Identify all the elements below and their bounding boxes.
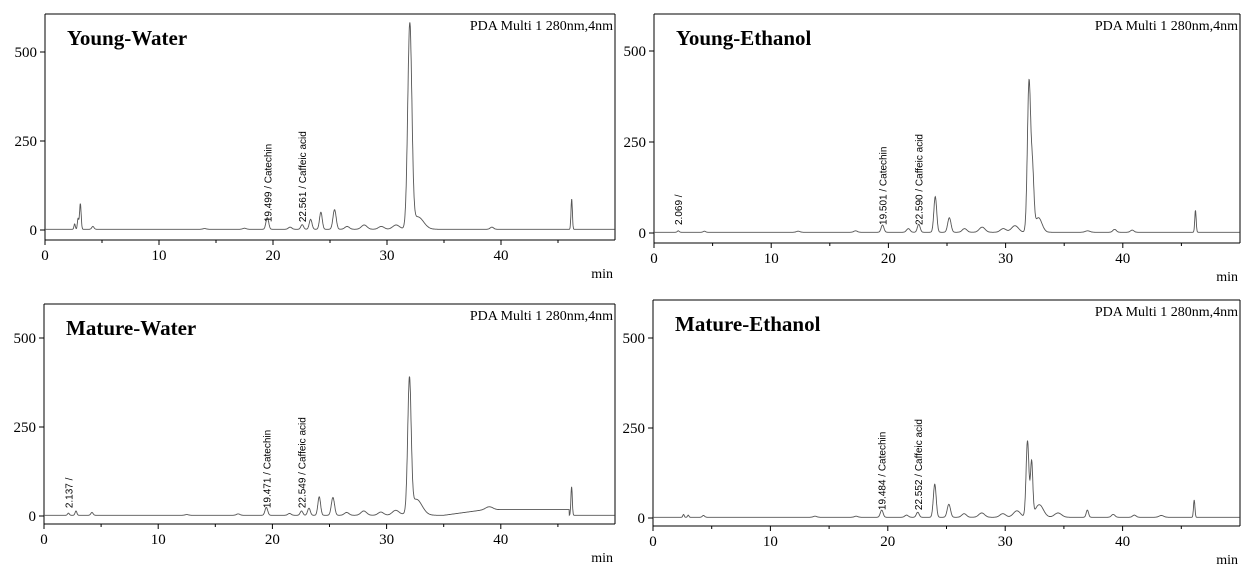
- panel-title: Mature-Ethanol: [675, 312, 821, 336]
- x-tick-label: 30: [998, 251, 1013, 267]
- x-tick-label: 30: [380, 248, 395, 264]
- peak-label: 19.499 / Catechin: [263, 144, 274, 222]
- detector-label: PDA Multi 1 280nm,4nm: [470, 309, 613, 324]
- x-tick-label: 10: [764, 251, 779, 267]
- x-tick-label: 40: [494, 248, 509, 264]
- x-tick-label: 20: [881, 251, 896, 267]
- detector-label: PDA Multi 1 280nm,4nm: [1095, 305, 1238, 320]
- peak-label: 22.561 / Caffeic acid: [298, 131, 309, 222]
- x-tick-label: 30: [998, 534, 1013, 550]
- x-tick-label: 40: [1115, 534, 1130, 550]
- y-tick-label: 500: [623, 331, 646, 347]
- detector-label: PDA Multi 1 280nm,4nm: [1095, 19, 1238, 34]
- y-tick-label: 0: [639, 226, 647, 242]
- y-tick-label: 250: [624, 135, 647, 151]
- x-tick-label: 30: [379, 532, 394, 548]
- y-tick-label: 250: [14, 420, 37, 436]
- panel-title: Young-Ethanol: [676, 26, 812, 50]
- y-tick-label: 0: [638, 511, 646, 527]
- y-tick-label: 250: [15, 134, 38, 150]
- peak-label: 22.590 / Caffeic acid: [915, 134, 926, 225]
- chromatogram-trace: [45, 22, 615, 230]
- x-axis-unit-label: min: [591, 267, 613, 282]
- peak-label: 22.549 / Caffeic acid: [298, 417, 309, 508]
- y-tick-label: 500: [624, 44, 647, 60]
- panel-title: Young-Water: [67, 26, 187, 50]
- x-tick-label: 10: [763, 534, 778, 550]
- y-tick-label: 250: [623, 421, 646, 437]
- chromatogram-trace: [654, 78, 1240, 233]
- x-tick-label: 20: [265, 532, 280, 548]
- chromatogram-panel: 0 250 500 0 10 20 30 40 min Young-Ethanol PDA Mult…: [624, 13, 1241, 285]
- chromatogram-trace: [44, 376, 615, 517]
- y-tick-label: 0: [30, 223, 38, 239]
- x-tick-label: 10: [151, 532, 166, 548]
- peak-label: 19.471 / Catechin: [262, 430, 273, 508]
- x-tick-label: 20: [266, 248, 281, 264]
- panel-title: Mature-Water: [66, 316, 196, 340]
- chromatogram-trace: [653, 440, 1240, 518]
- x-tick-label: 0: [40, 532, 48, 548]
- chromatogram-panel: 0 250 500 0 10 20 30 40 min Mature-Ethanol PDA Mul…: [623, 299, 1241, 567]
- x-tick-label: 0: [650, 251, 658, 267]
- peak-label: 19.501 / Catechin: [879, 147, 890, 225]
- chromatogram-panel: 0 250 500 0 10 20 30 40 min Young-Water PDA Multi …: [15, 13, 616, 282]
- x-axis-unit-label: min: [591, 551, 613, 566]
- x-tick-label: 0: [649, 534, 657, 550]
- peak-label: 2.137 /: [64, 477, 75, 508]
- x-tick-label: 10: [152, 248, 167, 264]
- peak-label: 2.069 /: [674, 194, 685, 225]
- y-tick-label: 0: [29, 509, 37, 525]
- x-axis-unit-label: min: [1216, 553, 1238, 567]
- peak-label: 22.552 / Caffeic acid: [914, 419, 925, 510]
- x-tick-label: 40: [1115, 251, 1130, 267]
- y-tick-label: 500: [15, 45, 38, 61]
- x-tick-label: 20: [880, 534, 895, 550]
- x-tick-label: 0: [41, 248, 49, 264]
- x-tick-label: 40: [493, 532, 508, 548]
- y-tick-label: 500: [14, 331, 37, 347]
- x-axis-unit-label: min: [1216, 270, 1238, 285]
- chromatogram-panel: 0 250 500 0 10 20 30 40 min Mature-Water PDA Multi…: [14, 303, 616, 566]
- detector-label: PDA Multi 1 280nm,4nm: [470, 19, 613, 34]
- peak-label: 19.484 / Catechin: [878, 432, 889, 510]
